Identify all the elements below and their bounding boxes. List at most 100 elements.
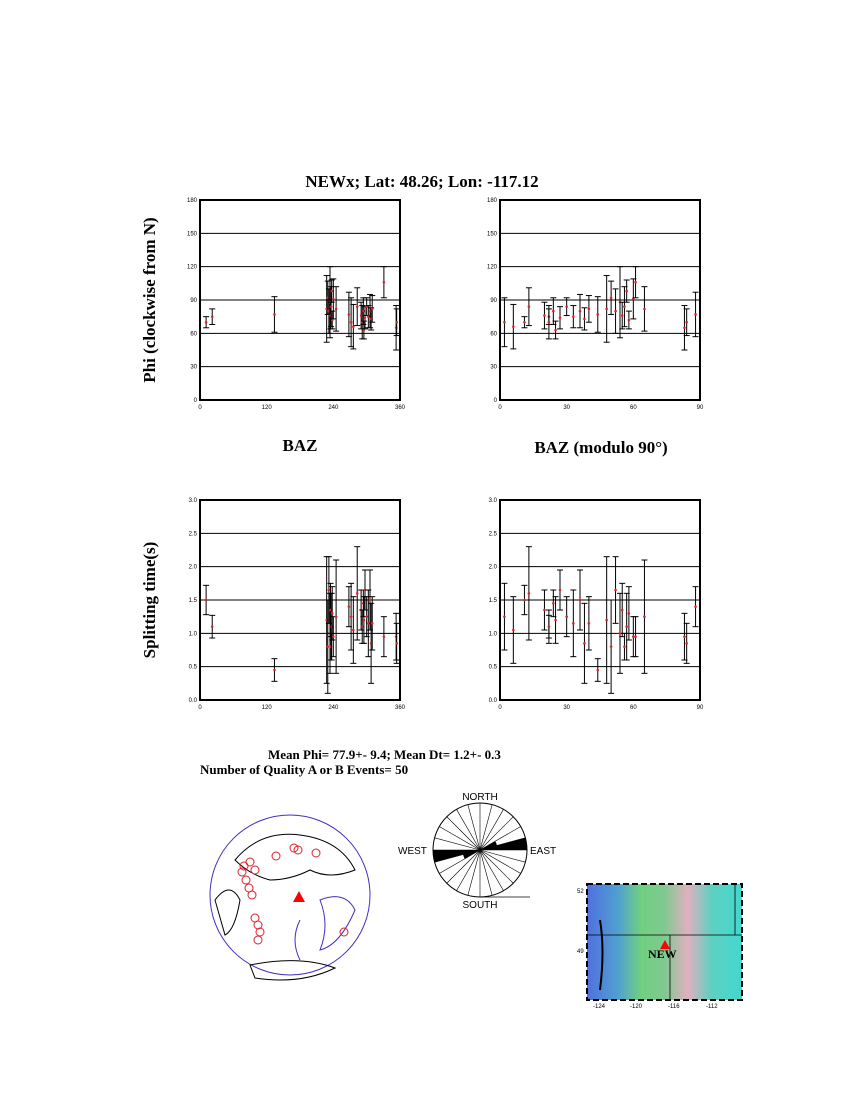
data-point	[209, 614, 216, 639]
point-marker	[552, 309, 555, 313]
globe-outline	[209, 814, 371, 976]
x-tick-label: 360	[395, 705, 406, 711]
point-marker	[634, 635, 637, 638]
point-marker	[547, 320, 551, 324]
data-point	[577, 293, 583, 329]
data-point	[641, 559, 648, 674]
y-tick-label: 3.0	[189, 498, 198, 504]
data-point	[612, 556, 619, 624]
rose-spoke	[456, 809, 481, 851]
x-tick-label: 0	[498, 405, 502, 411]
data-point	[350, 596, 357, 664]
data-point	[203, 584, 210, 616]
data-point	[681, 305, 688, 351]
point-marker	[523, 320, 526, 324]
point-marker	[363, 316, 367, 320]
point-marker	[614, 588, 617, 592]
point-marker	[614, 309, 617, 313]
event-location-marker	[241, 875, 251, 885]
data-point	[525, 287, 532, 327]
point-marker	[554, 618, 557, 622]
event-location-marker	[271, 851, 281, 861]
data-point	[552, 320, 559, 340]
data-point	[623, 592, 630, 661]
data-point	[271, 296, 278, 333]
compass-south: SOUTH	[463, 900, 498, 911]
data-point	[550, 297, 557, 325]
lat-tick: 52	[577, 889, 584, 895]
coastline	[599, 919, 604, 991]
data-point	[369, 596, 376, 651]
point-marker	[625, 625, 628, 628]
stats-count: Number of Quality A or B Events= 50	[200, 762, 408, 777]
point-marker	[643, 615, 646, 618]
rose-spoke	[479, 804, 493, 851]
point-marker	[210, 315, 214, 318]
lon-tick: -124	[593, 1004, 606, 1010]
baz-mod-axis-label: BAZ (modulo 90°)	[534, 438, 667, 457]
data-point	[545, 609, 552, 644]
data-point	[641, 286, 648, 332]
rose-spoke	[479, 849, 514, 884]
data-point	[557, 569, 563, 611]
chart-dt-vs-baz: 0.0 0.5 1.0 1.5 2.0 2.5 3.0 0 120 240 360	[189, 498, 406, 711]
rose-spoke	[456, 849, 481, 891]
event-location-marker	[255, 927, 265, 937]
compass-east: EAST	[530, 846, 556, 857]
dt-axis-label: Splitting time(s)	[140, 542, 159, 659]
point-marker	[605, 307, 608, 311]
event-location-marker	[339, 927, 349, 937]
y-tick-label: 2.0	[489, 565, 498, 571]
point-marker	[334, 307, 338, 311]
x-tick-label: 30	[563, 705, 570, 711]
point-marker	[694, 605, 697, 608]
y-tick-label: 1.5	[189, 598, 198, 604]
data-point	[393, 305, 400, 351]
point-marker	[503, 615, 506, 618]
y-tick-label: 90	[490, 298, 497, 304]
rose-spoke	[467, 804, 481, 851]
x-tick-label: 240	[328, 705, 339, 711]
rose-spoke	[434, 849, 481, 863]
point-marker	[632, 635, 635, 638]
point-marker	[347, 605, 351, 608]
station-label: NEW	[648, 947, 677, 961]
point-marker	[362, 618, 366, 622]
point-marker	[605, 618, 608, 622]
data-point	[369, 295, 376, 323]
y-tick-label: 0.5	[489, 665, 498, 671]
point-marker	[329, 305, 333, 308]
point-marker	[527, 592, 531, 595]
y-tick-label: 90	[190, 298, 197, 304]
data-point	[603, 556, 610, 684]
lon-tick: -116	[668, 1004, 680, 1010]
data-point	[608, 599, 615, 694]
data-point	[623, 279, 630, 303]
station-marker-icon	[293, 891, 305, 902]
point-marker	[565, 615, 568, 618]
point-marker	[368, 598, 372, 602]
point-marker	[565, 305, 568, 308]
data-point	[563, 297, 570, 317]
data-point	[577, 569, 583, 631]
plot-frame	[499, 499, 701, 701]
data-point	[323, 275, 330, 343]
point-marker	[355, 305, 359, 308]
point-marker	[643, 307, 646, 311]
data-point	[325, 556, 332, 624]
data-point	[501, 297, 508, 348]
y-tick-label: 0.5	[189, 665, 198, 671]
data-point	[557, 306, 563, 330]
point-marker	[330, 612, 334, 615]
point-marker	[273, 668, 276, 672]
data-point	[612, 288, 619, 334]
rose-spoke	[479, 816, 514, 851]
point-marker	[609, 296, 613, 300]
lon-tick: -120	[630, 1004, 643, 1010]
data-point	[608, 280, 615, 315]
point-marker	[547, 625, 551, 628]
lon-tick: -112	[706, 1004, 718, 1010]
point-marker	[349, 615, 353, 618]
point-marker	[273, 313, 276, 316]
y-tick-label: 1.5	[489, 598, 498, 604]
